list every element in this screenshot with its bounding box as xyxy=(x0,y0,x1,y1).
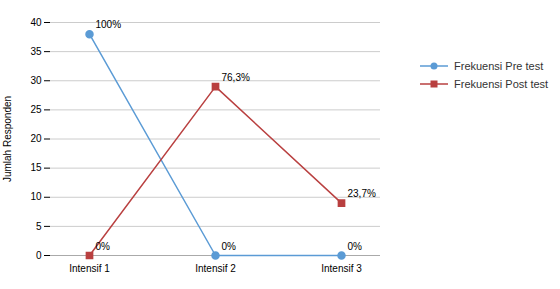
svg-text:15: 15 xyxy=(30,162,42,173)
svg-text:10: 10 xyxy=(30,191,42,202)
html-text:Frekuensi Post test: Frekuensi Post test xyxy=(454,78,549,90)
svg-text:0%: 0% xyxy=(348,241,363,252)
svg-text:76,3%: 76,3% xyxy=(222,72,250,83)
svg-text:5: 5 xyxy=(36,221,42,232)
html-text:Frekuensi Pre test: Frekuensi Pre test xyxy=(454,60,544,72)
svg-text:Jumlah Responden: Jumlah Responden xyxy=(2,96,13,182)
svg-text:100%: 100% xyxy=(96,19,122,30)
svg-text:0%: 0% xyxy=(222,241,237,252)
svg-text:20: 20 xyxy=(30,133,42,144)
svg-text:0%: 0% xyxy=(96,241,111,252)
svg-text:40: 40 xyxy=(30,17,42,28)
svg-text:35: 35 xyxy=(30,46,42,57)
svg-text:Intensif 2: Intensif 2 xyxy=(195,263,236,274)
svg-text:Intensif 3: Intensif 3 xyxy=(321,263,362,274)
svg-text:23,7%: 23,7% xyxy=(348,188,376,199)
svg-text:0: 0 xyxy=(36,250,42,261)
svg-text:25: 25 xyxy=(30,104,42,115)
svg-text:30: 30 xyxy=(30,75,42,86)
svg-text:Intensif 1: Intensif 1 xyxy=(69,263,110,274)
